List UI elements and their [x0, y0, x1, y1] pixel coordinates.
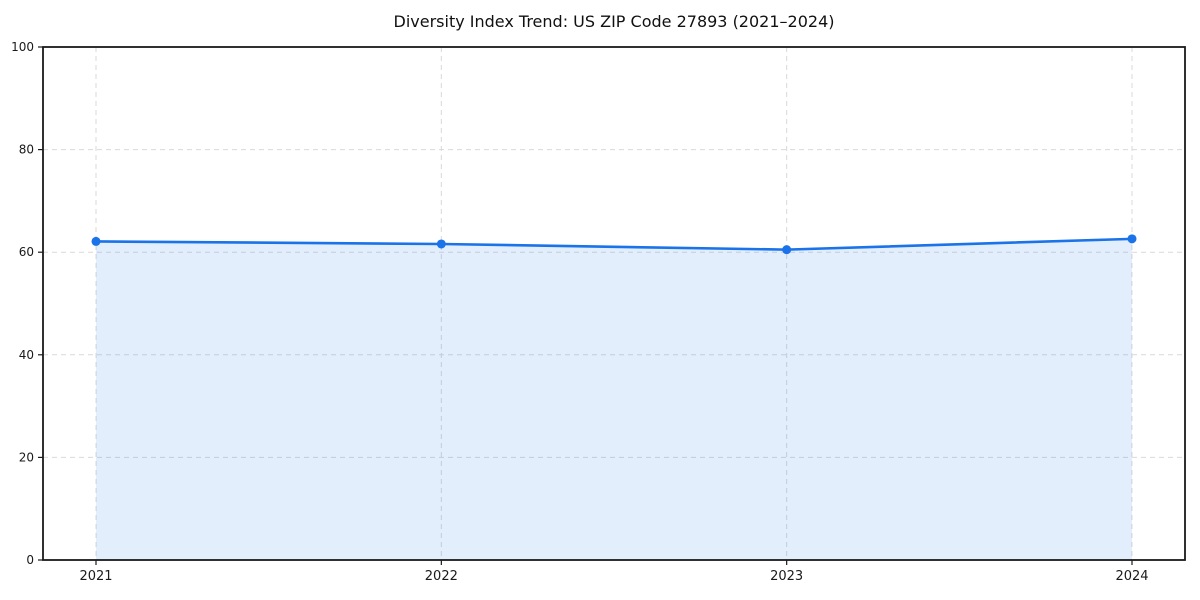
y-tick-label: 60 [19, 245, 34, 259]
x-tick-label: 2023 [770, 569, 803, 584]
area-fill [96, 238, 1132, 560]
x-tick-label: 2022 [425, 569, 458, 584]
y-tick-label: 40 [19, 348, 34, 362]
plot-border [42, 46, 1186, 561]
x-tick-label: 2024 [1115, 569, 1148, 584]
data-point-2024 [1127, 234, 1137, 244]
y-tick-label: 20 [19, 450, 34, 464]
data-point-2021 [91, 236, 101, 246]
y-tick-label: 80 [19, 143, 34, 157]
trend-line [94, 237, 1134, 251]
data-point-2022 [436, 239, 446, 249]
chart-title: Diversity Index Trend: US ZIP Code 27893… [393, 12, 835, 31]
x-tick-label: 2021 [79, 569, 112, 584]
data-point-2023 [782, 245, 792, 255]
y-tick-label: 0 [26, 553, 34, 567]
y-tick-label: 100 [11, 40, 34, 54]
